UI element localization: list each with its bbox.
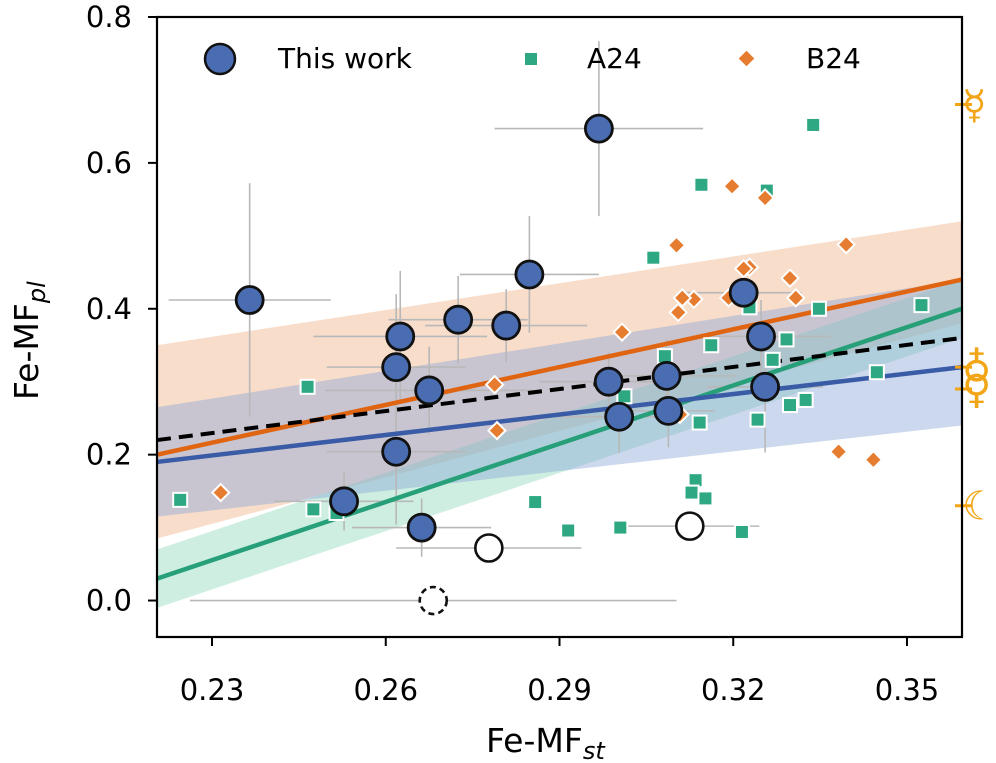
legend-label-a24: A24 [587, 42, 642, 75]
a24-point [868, 364, 885, 381]
y-axis-title: Fe-MFpl [7, 281, 51, 400]
x-axis-title: Fe-MFst [486, 721, 606, 763]
this-work-point [381, 436, 412, 467]
b24-point [666, 235, 687, 256]
b24-point [836, 234, 857, 255]
b24-point [722, 176, 742, 197]
planet-symbol-venus: ♀ [962, 367, 991, 413]
x-tick-label: 0.35 [875, 673, 940, 707]
this-work-point [653, 395, 684, 426]
a24-point [305, 501, 322, 518]
this-work-point [406, 512, 437, 543]
a24-point [805, 116, 822, 133]
b24-point [210, 482, 231, 503]
b24-point [828, 441, 849, 462]
a24-point [691, 414, 708, 431]
this-work-point [414, 375, 445, 406]
a24-point [913, 297, 930, 314]
planet-markers: ☿ ♁♀ ☾ [955, 83, 996, 530]
this-work-dashed-point [418, 585, 449, 616]
a24-point [299, 378, 316, 395]
this-work-point [514, 259, 545, 290]
a24-point [645, 249, 662, 266]
b24-point [487, 420, 507, 441]
a24-point [733, 523, 750, 540]
this-work-point [234, 285, 265, 315]
b24-point [785, 287, 806, 308]
a24-point [697, 490, 714, 507]
planet-symbol-mercury: ☿ [962, 83, 987, 129]
y-tick-label: 0.4 [86, 292, 132, 326]
legend-marker-b24 [738, 50, 755, 67]
fit-line-2 [156, 364, 963, 465]
legend-label-this-work: This work [277, 42, 413, 75]
a24-point [612, 519, 629, 536]
planet-symbol-moon: ☾ [962, 484, 996, 530]
fit-line-3 [156, 335, 963, 443]
this-work-point [728, 277, 759, 308]
data-points [172, 113, 930, 616]
this-work-point [491, 310, 522, 341]
legend-marker-this-work [203, 42, 237, 76]
a24-point [781, 397, 798, 414]
b24-point [733, 258, 754, 279]
this-work-point [385, 321, 416, 352]
b24-point [683, 289, 704, 310]
a24-point [683, 484, 700, 501]
a24-point [693, 176, 710, 193]
a24-point [764, 351, 781, 368]
b24-point [863, 449, 884, 470]
y-tick-label: 0.6 [86, 146, 132, 180]
a24-point [172, 491, 189, 508]
b24-point [484, 374, 505, 395]
a24-point [749, 411, 766, 428]
y-tick-label: 0.2 [86, 438, 132, 472]
b24-point [755, 187, 775, 208]
b24-point [780, 268, 800, 289]
x-tick-label: 0.23 [180, 673, 245, 707]
a24-point [797, 391, 814, 408]
this-work-point [651, 360, 682, 391]
b24-point [672, 287, 693, 308]
x-tick-label: 0.29 [527, 673, 592, 707]
this-work-open-point [474, 533, 504, 563]
this-work-point [583, 113, 614, 144]
legend-marker-a24 [525, 53, 537, 65]
y-axis-ticks: 0.0 0.2 0.4 0.6 0.8 [86, 0, 157, 618]
this-work-point [746, 321, 776, 352]
a24-point [703, 337, 720, 354]
fit-line-0 [156, 277, 963, 457]
this-work-open-point [675, 511, 705, 541]
a24-point [810, 300, 827, 317]
this-work-point [381, 352, 412, 383]
x-tick-label: 0.32 [701, 673, 766, 707]
this-work-point [750, 371, 780, 402]
legend-label-b24: B24 [806, 42, 861, 75]
fit-lines [156, 277, 963, 581]
y-tick-label: 0.8 [86, 0, 132, 34]
x-axis-ticks: 0.23 0.26 0.29 0.32 0.35 [180, 637, 940, 707]
legend: This work A24 B24 [203, 42, 861, 76]
this-work-point [604, 401, 635, 432]
a24-point [527, 494, 544, 511]
this-work-point [443, 304, 474, 335]
b24-point [612, 322, 632, 343]
fit-line-1 [156, 306, 963, 581]
y-tick-label: 0.0 [86, 584, 132, 618]
this-work-point [329, 486, 359, 517]
this-work-point [593, 366, 624, 397]
a24-point [560, 522, 577, 539]
planet-symbol-earth: ♁ [962, 345, 991, 391]
a24-point [778, 331, 795, 348]
b24-point [668, 302, 689, 323]
x-tick-label: 0.26 [353, 673, 418, 707]
